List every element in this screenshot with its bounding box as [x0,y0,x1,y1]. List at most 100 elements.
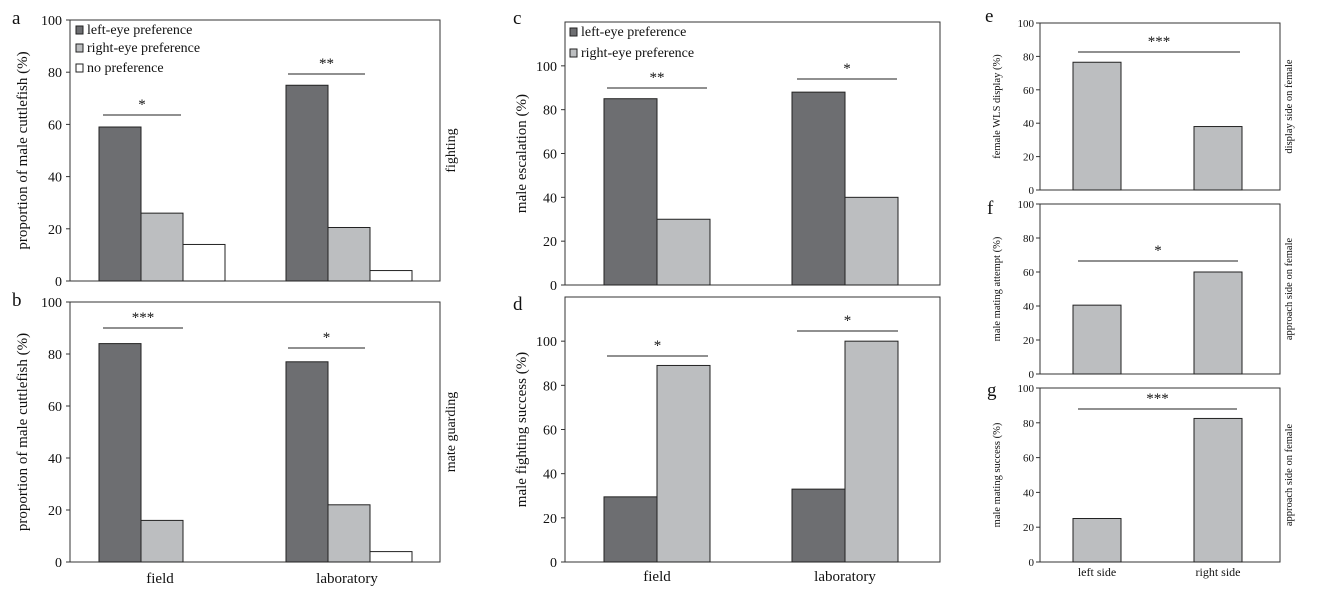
panel-f-sig-label: * [1154,243,1162,259]
panel-b-bar [327,504,371,563]
panel-c-ytick-label: 40 [543,191,557,206]
panel-b-ytick-label: 20 [48,504,62,519]
panel-e-ylabel: female WLS display (%) [992,54,1003,159]
panel-d-ytick-label: 0 [550,556,557,571]
panel-a-sig-label: * [138,97,146,113]
panel-b-bar [369,551,413,563]
panel-c-bar [791,91,846,286]
panel-g-letter: g [987,380,997,401]
panel-b-bar [140,519,184,563]
panel-c-legend-swatch [569,48,578,58]
panel-a-bar [327,226,371,282]
panel-e-bar [1193,126,1243,191]
panel-c-legend-label: right-eye preference [581,46,694,61]
panel-a-letter: a [12,8,21,29]
panel-d-bar [791,488,846,563]
panel-c-legend-label: left-eye preference [581,25,686,40]
panel-a-legend-swatch [75,25,84,35]
panel-f-ylabel: male mating attempt (%) [992,236,1003,341]
panel-g-ytick-label: 40 [1023,487,1035,499]
panel-f-letter: f [987,198,994,219]
panel-c-ytick-label: 60 [543,148,557,163]
panel-a-ytick-label: 20 [48,223,62,238]
panel-a-ytick-label: 0 [55,275,62,290]
panel-c-bar [656,218,711,286]
panel-d-sig-label: * [654,338,662,354]
panel-a-legend-swatch [75,43,84,53]
panel-f-ytick-label: 40 [1023,301,1035,313]
panel-a-ytick-label: 60 [48,118,62,133]
panel-f-bar [1193,271,1243,375]
panel-b-ytick-label: 40 [48,452,62,467]
panel-b-ytick-label: 60 [48,400,62,415]
panel-b-category-label: field [146,571,174,587]
panel-b-category-label: laboratory [316,571,378,587]
panel-a-bar [285,84,329,282]
panel-d-sig-label: * [844,313,852,329]
panel-a-side-label: fighting [444,128,459,172]
panel-c-ytick-label: 80 [543,104,557,119]
panel-g-sig-label: *** [1146,391,1169,407]
panel-b-bar [98,343,142,563]
panel-c-bar [603,98,658,286]
panel-e-ytick-label: 0 [1029,185,1035,197]
panel-a-legend-swatch [75,63,84,73]
panel-b-frame [69,301,441,563]
panel-d-ylabel: male fighting success (%) [514,352,530,507]
panel-g-ylabel: male mating success (%) [992,422,1003,527]
panel-g-ytick-label: 100 [1018,383,1035,395]
panel-d-ytick-label: 20 [543,512,557,527]
panel-d-letter: d [513,294,523,315]
panel-b-ytick-label: 80 [48,348,62,363]
panel-d-bar [603,496,658,563]
panel-f-ytick-label: 60 [1023,267,1035,279]
panel-b-ytick-label: 100 [41,296,62,311]
panel-c-ytick-label: 20 [543,235,557,250]
panel-c-legend-swatch [569,27,578,37]
panel-c-sig-label: * [843,61,851,77]
panel-a-sig-label: ** [319,56,334,72]
panel-c-ylabel: male escalation (%) [514,94,530,213]
panel-b-letter: b [12,290,22,311]
panel-b-side-label: mate guarding [444,392,459,472]
panel-c-letter: c [513,8,521,29]
panel-g-category-label: left side [1078,565,1116,579]
panel-d-ytick-label: 60 [543,424,557,439]
panel-f-ytick-label: 0 [1029,369,1035,381]
panel-f-side-label: approach side on female [1284,238,1295,341]
panel-f-ytick-label: 20 [1023,335,1035,347]
panel-g-side-label: approach side on female [1284,424,1295,527]
panel-e-ytick-label: 100 [1018,18,1035,30]
panel-a-bar [182,243,226,282]
panel-g-ytick-label: 20 [1023,522,1035,534]
panel-f-bar [1072,304,1122,375]
panel-e-letter: e [985,6,993,27]
panel-e-bar [1072,61,1122,191]
panel-e-ytick-label: 40 [1023,118,1035,130]
panel-d-category-label: laboratory [814,569,876,585]
panel-b-ytick-label: 0 [55,556,62,571]
panel-c-ytick-label: 100 [536,60,557,75]
panel-e-sig-label: *** [1148,34,1171,50]
panel-b-sig-label: *** [132,310,155,326]
panel-a-ytick-label: 80 [48,66,62,81]
panel-a-ytick-label: 40 [48,171,62,186]
panel-f-ytick-label: 80 [1023,233,1035,245]
panel-c-sig-label: ** [650,70,665,86]
panel-a-legend-label: left-eye preference [87,23,192,38]
panel-d-ytick-label: 40 [543,468,557,483]
panel-d-ytick-label: 80 [543,379,557,394]
panel-b-ylabel: proportion of male cuttlefish (%) [15,333,31,531]
panel-c-ytick-label: 0 [550,279,557,294]
panel-g-bar [1193,417,1243,563]
panel-g-category-label: right side [1196,565,1241,579]
panel-d-bar [844,340,899,563]
panel-c-bar [844,196,899,286]
panel-a-legend-label: no preference [87,61,164,76]
panel-g-ytick-label: 60 [1023,453,1035,465]
panel-e-frame [1039,22,1281,191]
panel-b-sig-label: * [323,330,331,346]
panel-e-ytick-label: 20 [1023,152,1035,164]
panel-d-bar [656,364,711,563]
